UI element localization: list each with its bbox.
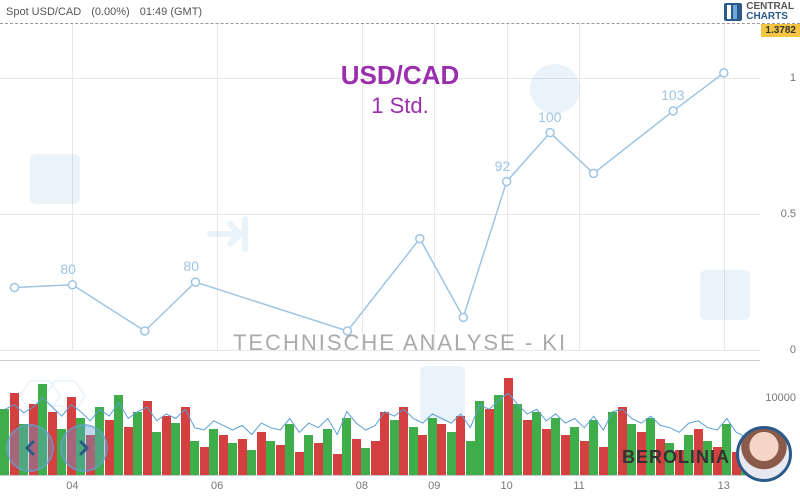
data-point-label: 80 bbox=[60, 261, 76, 277]
data-point-label: 80 bbox=[183, 258, 199, 274]
x-tick: 13 bbox=[718, 480, 730, 492]
brand-watermark: BEROLINIA bbox=[622, 447, 730, 468]
y-tick: 0.5 bbox=[781, 208, 796, 220]
nav-next-button[interactable] bbox=[60, 424, 108, 472]
data-point-label: 100 bbox=[538, 109, 561, 125]
symbol-label: Spot USD/CAD bbox=[6, 6, 81, 18]
header-info: Spot USD/CAD (0.00%) 01:49 (GMT) bbox=[6, 6, 202, 18]
logo-text: CENTRAL CHARTS bbox=[746, 2, 794, 22]
data-point-label: 103 bbox=[661, 87, 684, 103]
logo[interactable]: CENTRAL CHARTS bbox=[724, 2, 794, 22]
x-tick: 04 bbox=[66, 480, 78, 492]
timeframe-label: 1 Std. bbox=[341, 93, 459, 119]
data-point-label: 92 bbox=[495, 158, 511, 174]
x-axis: 04 06 08 09 10 11 13 bbox=[0, 475, 760, 500]
logo-line2: CHARTS bbox=[746, 11, 788, 22]
time-label: 01:49 (GMT) bbox=[140, 6, 202, 18]
change-label: (0.00%) bbox=[91, 6, 130, 18]
x-tick: 06 bbox=[211, 480, 223, 492]
x-tick: 11 bbox=[573, 480, 584, 492]
x-tick: 08 bbox=[356, 480, 368, 492]
x-tick: 09 bbox=[428, 480, 440, 492]
avatar-icon[interactable] bbox=[736, 426, 792, 482]
y-axis-main: 00.51 bbox=[760, 24, 800, 350]
analysis-subtitle: TECHNISCHE ANALYSE - KI bbox=[233, 330, 567, 356]
vol-ytick: 10000 bbox=[765, 392, 796, 404]
logo-icon bbox=[724, 3, 742, 21]
y-tick: 0 bbox=[790, 344, 796, 356]
chart-header: Spot USD/CAD (0.00%) 01:49 (GMT) CENTRAL… bbox=[0, 0, 800, 24]
chart-title: USD/CAD 1 Std. bbox=[341, 60, 459, 119]
pair-name: USD/CAD bbox=[341, 60, 459, 91]
y-tick: 1 bbox=[790, 72, 796, 84]
nav-prev-button[interactable] bbox=[6, 424, 54, 472]
x-tick: 10 bbox=[501, 480, 513, 492]
